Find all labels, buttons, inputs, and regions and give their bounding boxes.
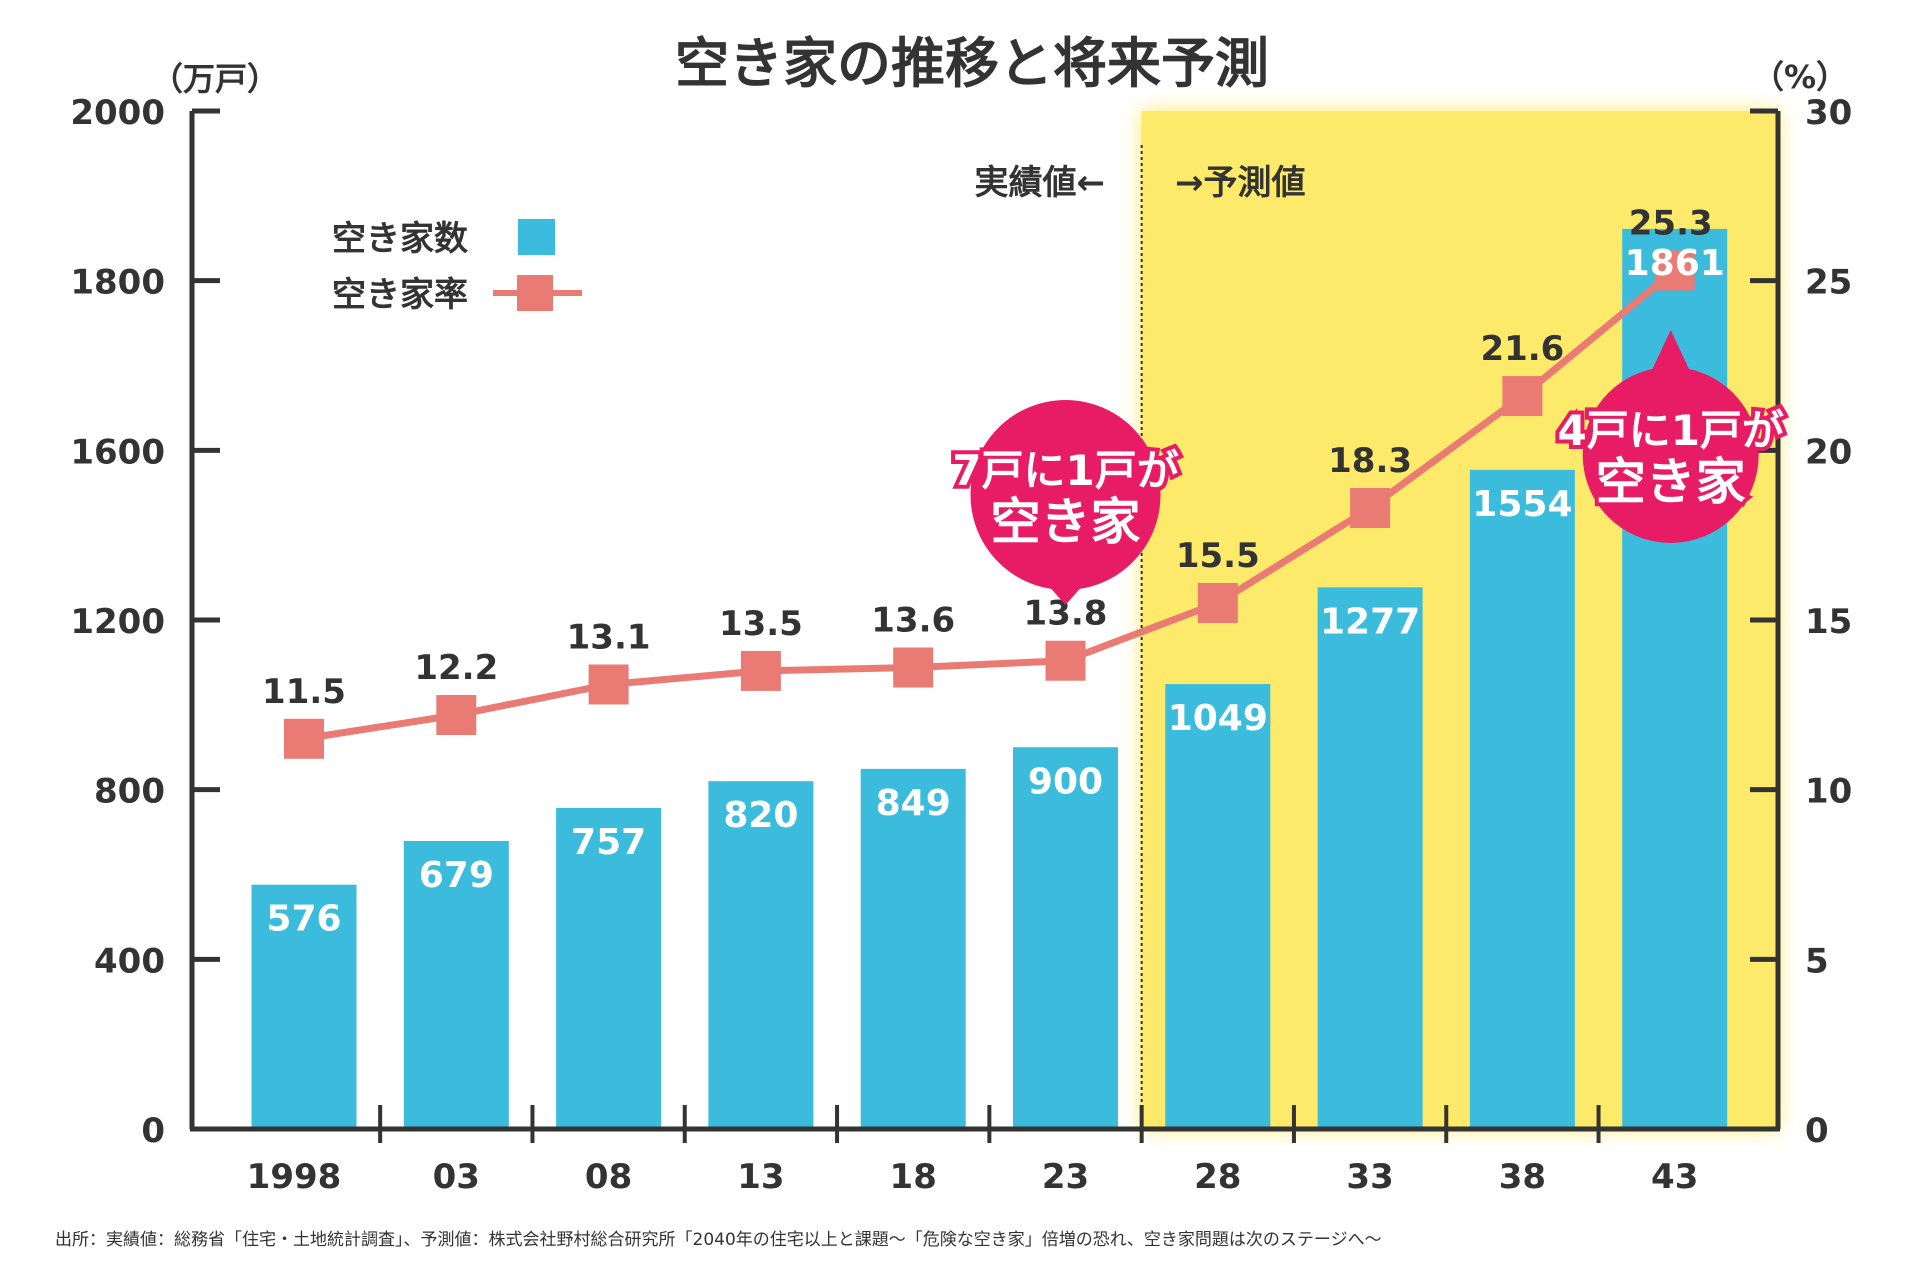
bar-value-label: 1554 xyxy=(1472,484,1572,525)
bar-value-label: 1861 xyxy=(1625,243,1725,284)
rate-marker-23 xyxy=(1045,640,1086,681)
bar-33 xyxy=(1317,587,1423,1129)
legend-label-bar: 空き家数 xyxy=(332,219,468,259)
rate-value-label: 15.5 xyxy=(1176,536,1260,576)
rate-value-label: 13.5 xyxy=(719,604,803,644)
bar-value-label: 900 xyxy=(1028,761,1103,802)
left-tick-label: 1600 xyxy=(70,432,165,472)
forecast-label: →予測値 xyxy=(1175,163,1306,203)
x-tick-label: 1998 xyxy=(247,1157,342,1197)
right-tick-label: 10 xyxy=(1805,772,1852,812)
left-tick-label: 400 xyxy=(94,941,165,981)
rate-value-label: 21.6 xyxy=(1480,329,1564,369)
left-tick-label: 800 xyxy=(94,772,165,812)
right-tick-label: 5 xyxy=(1805,941,1829,981)
rate-marker-28 xyxy=(1197,583,1238,624)
right-tick-label: 20 xyxy=(1805,432,1852,472)
callout-text-line1: 7戸に1戸が xyxy=(952,446,1178,495)
rate-marker-1998 xyxy=(284,718,324,759)
bar-value-label: 849 xyxy=(876,783,951,824)
rate-marker-13 xyxy=(740,650,781,691)
rate-marker-33 xyxy=(1350,488,1391,529)
right-tick-label: 0 xyxy=(1805,1111,1829,1151)
bar-value-label: 820 xyxy=(723,795,798,836)
bar-value-label: 1277 xyxy=(1320,601,1420,642)
callout-text-line1: 4戸に1戸が xyxy=(1557,406,1783,455)
legend: 空き家数 空き家率 xyxy=(332,219,582,315)
legend-label-line: 空き家率 xyxy=(332,275,468,315)
rate-value-label: 11.5 xyxy=(262,672,346,712)
left-axis-unit: （万戸） xyxy=(151,60,279,98)
callout-text-line2: 空き家 xyxy=(991,493,1141,551)
x-tick-label: 08 xyxy=(585,1157,632,1197)
rate-marker-03 xyxy=(436,695,477,736)
right-tick-label: 30 xyxy=(1805,93,1852,133)
x-tick-label: 43 xyxy=(1651,1157,1698,1197)
x-tick-label: 23 xyxy=(1042,1157,1089,1197)
rate-value-label: 18.3 xyxy=(1328,441,1412,481)
bar-08 xyxy=(556,807,662,1129)
x-tick-label: 13 xyxy=(737,1157,784,1197)
left-tick-label: 0 xyxy=(141,1111,165,1151)
right-tick-label: 25 xyxy=(1805,263,1852,303)
source-note: 出所：実績値：総務省「住宅・土地統計調査」、予測値：株式会社野村総合研究所「20… xyxy=(55,1230,1382,1250)
callout-bubble xyxy=(970,400,1161,590)
right-tick-label: 15 xyxy=(1805,602,1852,642)
rate-value-label: 12.2 xyxy=(414,648,498,688)
rate-line xyxy=(303,267,1677,743)
chart-title: 空き家の推移と将来予測 xyxy=(675,32,1269,95)
rate-marker-43 xyxy=(1654,250,1695,291)
x-tick-label: 28 xyxy=(1194,1157,1241,1197)
x-tick-label: 03 xyxy=(433,1157,480,1197)
x-tick-label: 33 xyxy=(1346,1157,1393,1197)
left-tick-label: 1200 xyxy=(70,602,165,642)
x-tick-label: 18 xyxy=(890,1157,937,1197)
bar-1998 xyxy=(251,884,357,1129)
callout-pointer xyxy=(1648,330,1693,377)
rate-marker-08 xyxy=(588,664,629,705)
bar-38 xyxy=(1469,469,1575,1130)
rate-value-label: 25.3 xyxy=(1629,203,1713,243)
bar-13 xyxy=(708,781,814,1129)
bar-value-label: 757 xyxy=(571,822,646,863)
callout-text-line2: 空き家 xyxy=(1596,453,1746,511)
bar-03 xyxy=(403,840,509,1129)
callout-bubble xyxy=(1582,367,1759,543)
bar-23 xyxy=(1013,747,1118,1129)
left-tick-label: 1800 xyxy=(70,263,165,303)
left-tick-label: 2000 xyxy=(70,93,165,133)
legend-swatch-marker xyxy=(517,275,553,311)
bar-value-label: 679 xyxy=(419,855,494,896)
bar-28 xyxy=(1165,684,1271,1129)
bar-value-label: 576 xyxy=(266,899,341,940)
rate-marker-38 xyxy=(1502,376,1543,417)
rate-value-label: 13.1 xyxy=(567,617,651,657)
bar-value-label: 1049 xyxy=(1168,698,1268,739)
rate-value-label: 13.6 xyxy=(871,601,955,641)
x-tick-label: 38 xyxy=(1499,1157,1546,1197)
legend-swatch-bar xyxy=(518,219,555,255)
rate-marker-18 xyxy=(893,647,934,688)
right-axis-unit: （%） xyxy=(1752,58,1848,96)
bar-18 xyxy=(860,768,966,1129)
actual-label: 実績値← xyxy=(975,163,1106,203)
